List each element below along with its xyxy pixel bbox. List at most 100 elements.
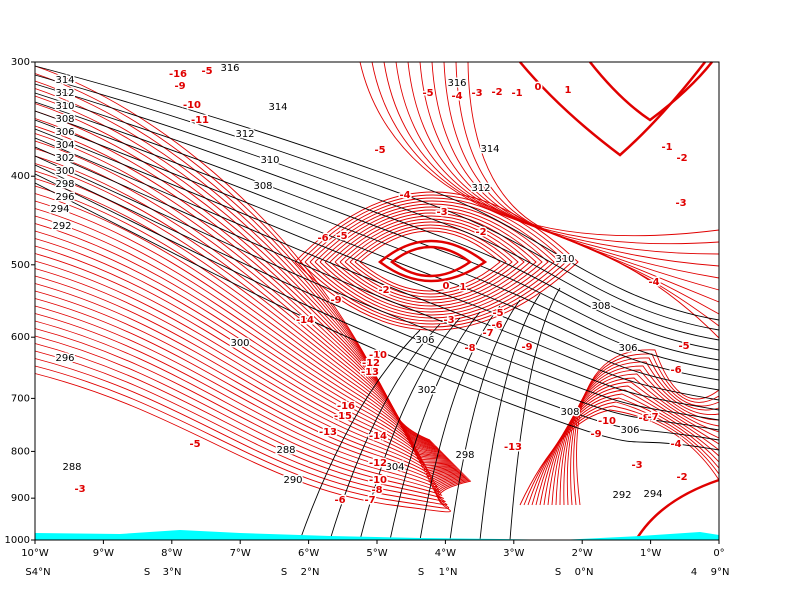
wind-label: -6: [317, 233, 328, 244]
wind-label: -11: [191, 115, 209, 126]
theta-contour: [34, 74, 720, 331]
wind-contour: [359, 61, 720, 237]
wind-contour: [527, 401, 720, 506]
wind-label: -4: [670, 439, 681, 450]
wind-contour: [34, 73, 432, 442]
wind-contour: [34, 88, 434, 444]
wind-contour: [314, 203, 555, 319]
wind-contour: [563, 365, 720, 506]
wind-contour: [383, 61, 720, 255]
wind-label: -13: [319, 427, 337, 438]
wind-label: -10: [183, 100, 201, 111]
wind-label: -3: [443, 315, 454, 326]
wind-label: -8: [638, 413, 649, 424]
theta-contour: [509, 287, 561, 541]
theta-contour: [34, 92, 720, 351]
wind-label: -4: [399, 190, 410, 201]
theta-contour: [34, 155, 720, 421]
wind-contour: [324, 209, 543, 313]
x2-label: 2°N: [301, 567, 320, 578]
theta-label: 310: [555, 254, 574, 265]
wind-label: -5: [422, 88, 433, 99]
theta-label: 312: [235, 129, 254, 140]
zero-contour: [389, 245, 473, 278]
x-tick-label: 7°W: [230, 548, 251, 559]
wind-label: -2: [676, 472, 687, 483]
wind-label: -7: [482, 328, 493, 339]
zero-contour: [589, 61, 713, 122]
wind-contour: [547, 381, 720, 506]
x-tick-label: 2°W: [572, 548, 593, 559]
wind-contour: [294, 191, 579, 331]
wind-label: -5: [201, 66, 212, 77]
y-tick-label: 500: [11, 260, 30, 271]
wind-contour: [467, 61, 720, 339]
x-tick-label: 8°W: [161, 548, 182, 559]
theta-label: 304: [385, 462, 404, 473]
wind-contour: [551, 377, 720, 506]
contours: [34, 61, 720, 541]
wind-contour: [543, 385, 720, 506]
theta-label: 306: [55, 127, 74, 138]
wind-label: -5: [678, 341, 689, 352]
wind-contour: [34, 358, 470, 506]
theta-label: 292: [52, 221, 71, 232]
y-tick-label: 1000: [5, 535, 30, 546]
theta-contour: [329, 323, 441, 541]
x-tick-label: 3°W: [503, 548, 524, 559]
theta-contour: [34, 101, 720, 361]
theta-label: 294: [50, 204, 69, 215]
theta-label: 310: [260, 155, 279, 166]
wind-label: -16: [169, 69, 187, 80]
wind-contour: [371, 61, 720, 245]
theta-label: 304: [55, 140, 74, 151]
theta-contour: [34, 128, 720, 391]
x-tick-label: 4°W: [435, 548, 456, 559]
x-tick-label: 6°W: [298, 548, 319, 559]
zero-contour: [519, 61, 706, 157]
wind-label: -7: [647, 412, 658, 423]
wind-label: 0: [535, 82, 542, 93]
wind-label: -10: [369, 350, 387, 361]
theta-contour: [419, 305, 501, 541]
wind-label: -2: [491, 87, 502, 98]
theta-label: 310: [55, 101, 74, 112]
wind-contour: [349, 224, 513, 298]
theta-label: 306: [620, 425, 639, 436]
theta-label: 314: [268, 102, 287, 113]
x-tick-label: 10°W: [21, 548, 49, 559]
wind-contour: [419, 61, 720, 291]
wind-label: -12: [362, 358, 380, 369]
wind-label: -6: [334, 495, 345, 506]
wind-label: -14: [296, 315, 314, 326]
wind-contour: [566, 361, 720, 506]
wind-contour: [339, 218, 525, 304]
wind-label: -4: [648, 277, 659, 288]
wind-contour: [573, 353, 720, 506]
theta-label: 300: [230, 338, 249, 349]
theta-label: 314: [55, 75, 74, 86]
wind-label: -1: [511, 88, 522, 99]
wind-contour: [34, 373, 472, 513]
wind-label: -5: [374, 145, 385, 156]
y-tick-label: 900: [11, 493, 30, 504]
y-tick-label: 300: [11, 57, 30, 68]
theta-label: 308: [55, 114, 74, 125]
theta-contour: [34, 110, 720, 371]
zero-contour: [377, 239, 488, 283]
wind-contour: [299, 194, 573, 328]
wind-label: -10: [598, 416, 616, 427]
x2-label: S: [144, 567, 150, 578]
wind-label: -3: [436, 207, 447, 218]
theta-contour: [34, 119, 720, 381]
wind-contour: [319, 206, 549, 316]
wind-contour: [523, 405, 720, 506]
wind-label: -4: [451, 91, 462, 102]
x2-label: S: [281, 567, 287, 578]
x-tick-label: 1°W: [640, 548, 661, 559]
theta-contour: [359, 317, 461, 541]
theta-label: 308: [253, 181, 272, 192]
wind-label: -13: [361, 367, 379, 378]
